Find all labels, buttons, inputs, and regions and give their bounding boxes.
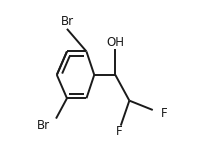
- Text: OH: OH: [106, 36, 124, 49]
- Text: Br: Br: [60, 15, 73, 28]
- Text: Br: Br: [36, 119, 50, 132]
- Text: F: F: [115, 125, 122, 138]
- Text: F: F: [160, 107, 166, 120]
